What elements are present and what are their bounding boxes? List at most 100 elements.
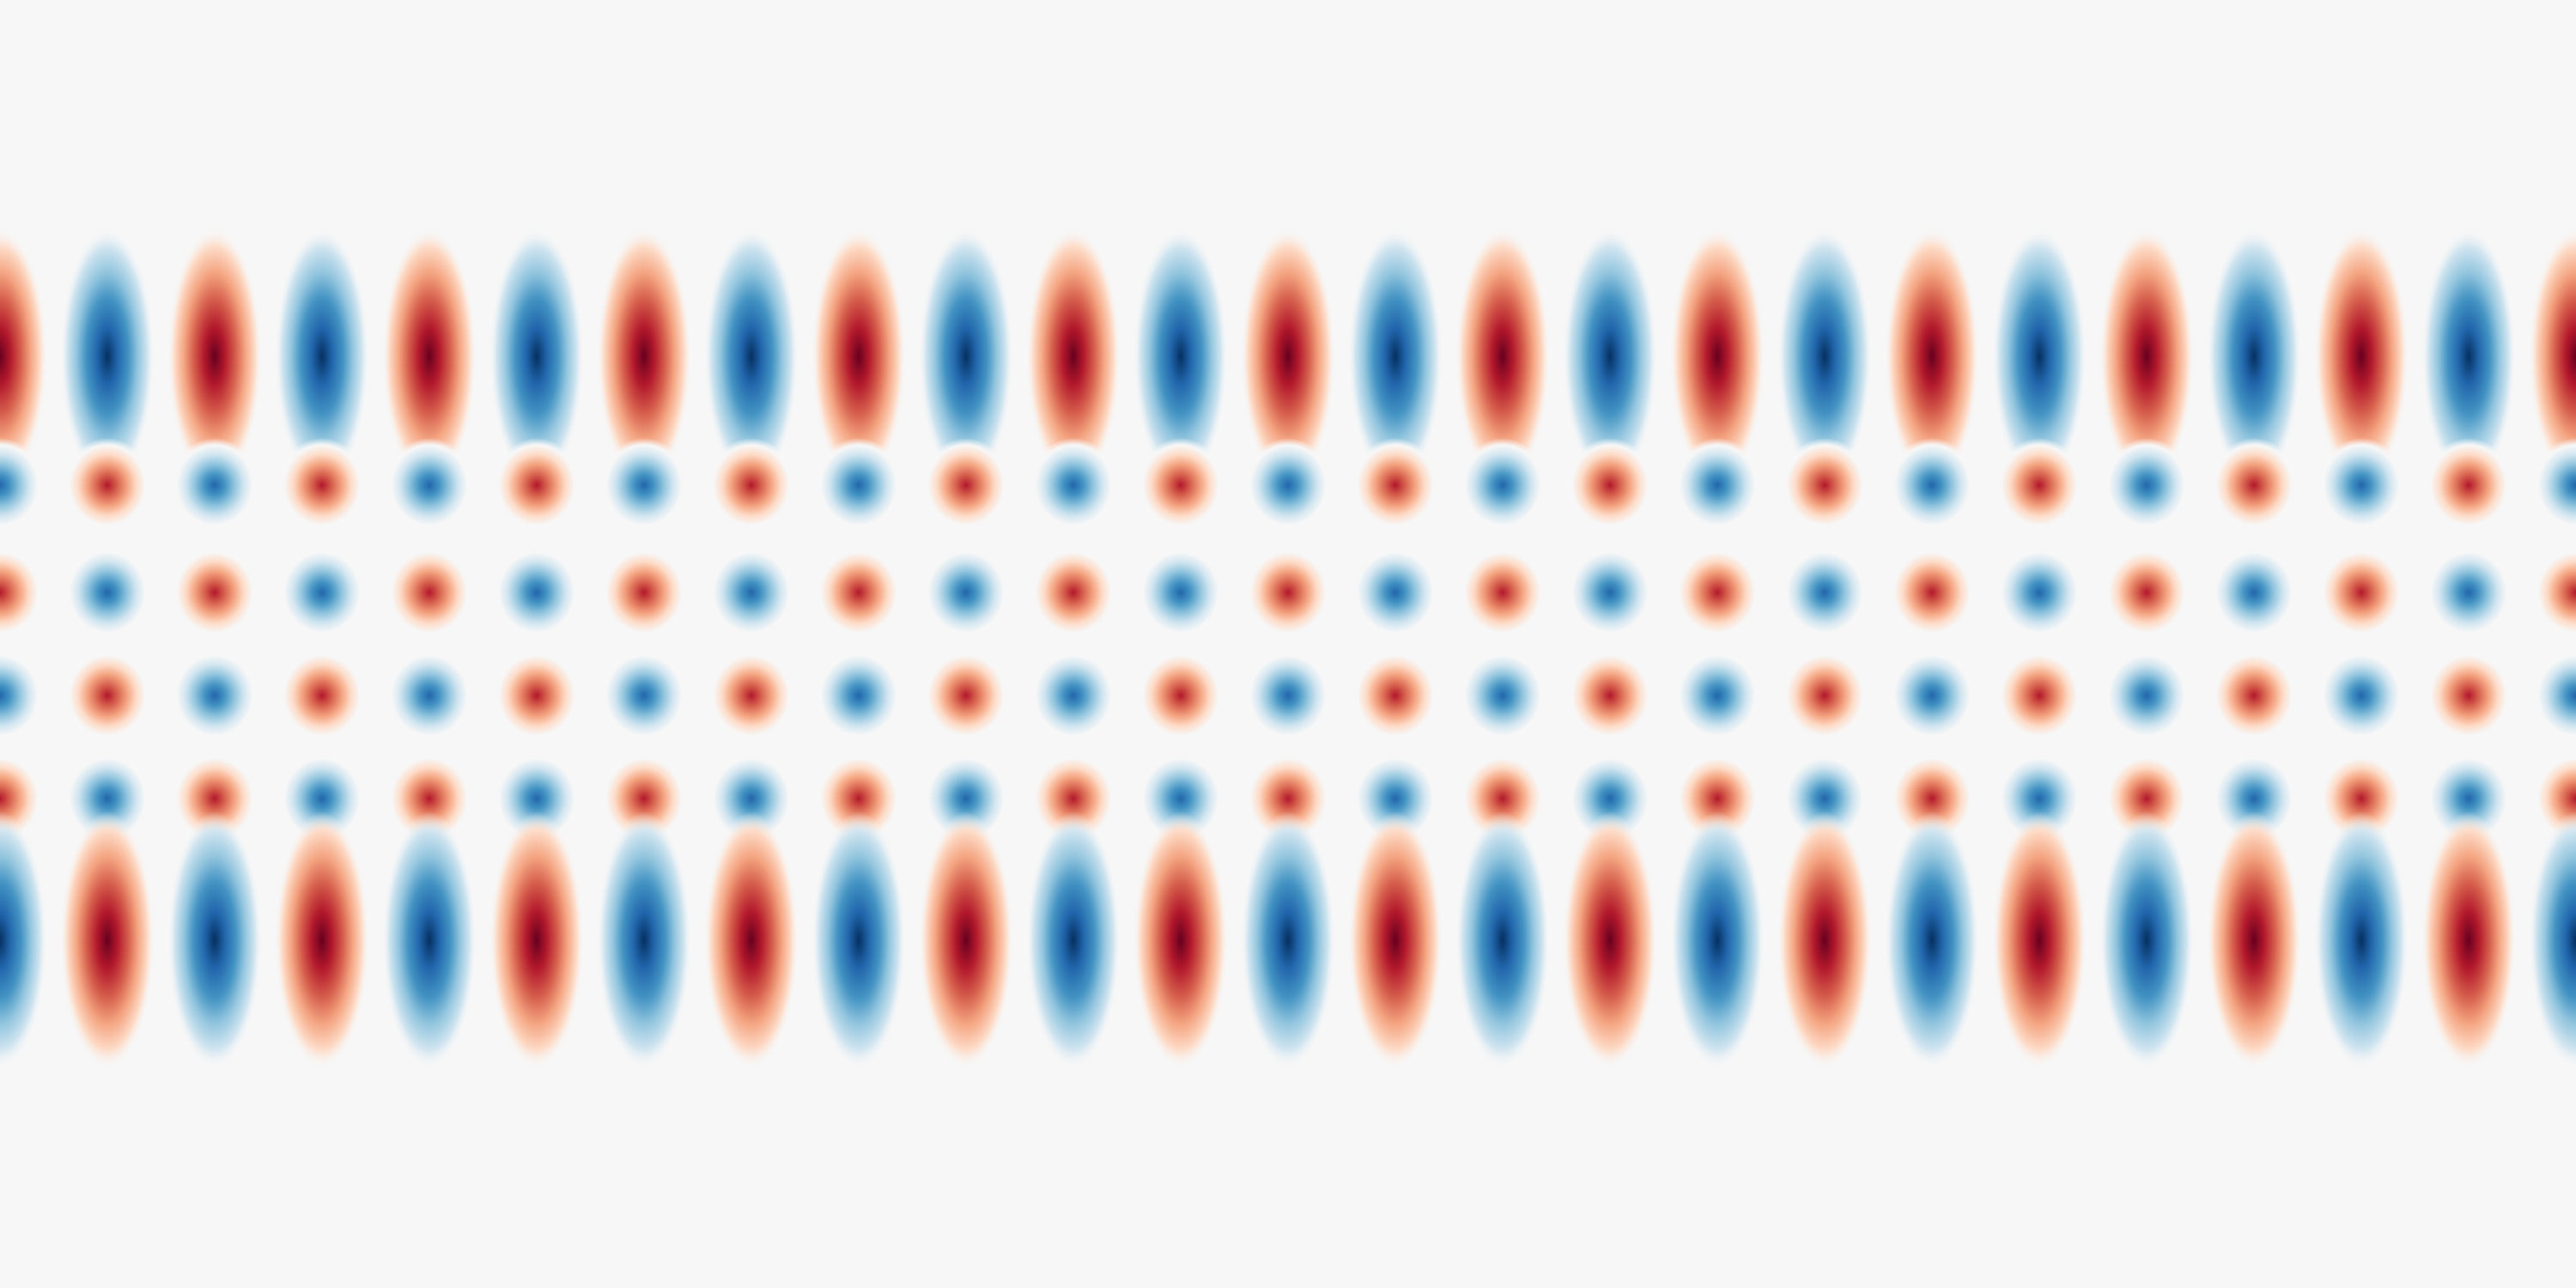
negative-blob: [599, 438, 689, 532]
negative-blob: [1351, 545, 1440, 640]
positive-blob: [2531, 545, 2576, 640]
negative-blob: [382, 811, 477, 1069]
negative-blob: [1887, 648, 1977, 743]
positive-blob: [1241, 228, 1335, 485]
negative-blob: [2209, 545, 2299, 640]
negative-blob: [1565, 545, 1655, 640]
positive-blob: [2102, 751, 2191, 846]
positive-blob: [1995, 438, 2084, 532]
positive-blob: [2529, 228, 2576, 485]
positive-blob: [382, 228, 477, 485]
positive-blob: [1351, 438, 1440, 532]
positive-blob: [170, 545, 259, 640]
negative-blob: [0, 648, 45, 743]
positive-blob: [1455, 228, 1550, 485]
negative-blob: [1780, 545, 1869, 640]
negative-blob: [1029, 648, 1118, 743]
positive-blob: [1885, 228, 1979, 485]
positive-blob: [1243, 751, 1333, 846]
negative-blob: [489, 228, 584, 485]
positive-blob: [1458, 751, 1547, 846]
positive-blob: [1136, 648, 1225, 743]
negative-blob: [2102, 648, 2191, 743]
negative-blob: [1565, 751, 1655, 846]
negative-blob: [2102, 438, 2191, 532]
negative-blob: [2531, 438, 2576, 532]
positive-blob: [60, 811, 155, 1069]
negative-blob: [2531, 648, 2576, 743]
positive-blob: [2209, 438, 2299, 532]
negative-blob: [2424, 545, 2513, 640]
positive-blob: [2099, 228, 2194, 485]
negative-blob: [492, 751, 581, 846]
positive-blob: [1887, 751, 1977, 846]
positive-blob: [2314, 228, 2409, 485]
positive-blob: [1780, 438, 1869, 532]
negative-blob: [0, 811, 47, 1069]
negative-blob: [2317, 648, 2406, 743]
negative-blob: [1351, 751, 1440, 846]
negative-blob: [1026, 811, 1121, 1069]
positive-blob: [1992, 811, 2087, 1069]
positive-blob: [170, 751, 259, 846]
positive-blob: [167, 228, 262, 485]
negative-blob: [2314, 811, 2409, 1069]
negative-blob: [167, 811, 262, 1069]
negative-blob: [921, 751, 1011, 846]
negative-blob: [492, 545, 581, 640]
positive-blob: [1133, 811, 1228, 1069]
blob-layer: [0, 228, 2576, 1069]
negative-blob: [170, 648, 259, 743]
negative-blob: [63, 545, 152, 640]
positive-blob: [1887, 545, 1977, 640]
positive-blob: [704, 811, 799, 1069]
positive-blob: [63, 648, 152, 743]
positive-blob: [0, 228, 47, 485]
negative-blob: [277, 751, 367, 846]
positive-blob: [2209, 648, 2299, 743]
positive-blob: [1780, 648, 1869, 743]
positive-blob: [599, 751, 689, 846]
negative-blob: [1780, 751, 1869, 846]
positive-blob: [1029, 545, 1118, 640]
positive-blob: [277, 648, 367, 743]
negative-blob: [1885, 811, 1979, 1069]
negative-blob: [1670, 811, 1765, 1069]
negative-blob: [1673, 438, 1762, 532]
negative-blob: [704, 228, 799, 485]
positive-blob: [1351, 648, 1440, 743]
negative-blob: [2207, 228, 2301, 485]
negative-blob: [1992, 228, 2087, 485]
negative-blob: [2317, 438, 2406, 532]
positive-blob: [1777, 811, 1872, 1069]
positive-blob: [919, 811, 1013, 1069]
positive-blob: [1565, 438, 1655, 532]
negative-blob: [275, 228, 369, 485]
negative-blob: [170, 438, 259, 532]
negative-blob: [811, 811, 906, 1069]
negative-blob: [1243, 648, 1333, 743]
positive-blob: [1673, 751, 1762, 846]
negative-blob: [921, 545, 1011, 640]
positive-blob: [1563, 811, 1657, 1069]
positive-blob: [385, 545, 474, 640]
positive-blob: [1029, 751, 1118, 846]
negative-blob: [599, 648, 689, 743]
positive-blob: [1670, 228, 1765, 485]
positive-blob: [814, 545, 903, 640]
negative-blob: [707, 751, 796, 846]
negative-blob: [1887, 438, 1977, 532]
negative-blob: [385, 648, 474, 743]
positive-blob: [2424, 438, 2513, 532]
negative-blob: [1995, 545, 2084, 640]
positive-blob: [599, 545, 689, 640]
negative-blob: [1458, 438, 1547, 532]
positive-blob: [1458, 545, 1547, 640]
positive-blob: [814, 751, 903, 846]
negative-blob: [1458, 648, 1547, 743]
negative-blob: [1777, 228, 1872, 485]
negative-blob: [597, 811, 691, 1069]
positive-blob: [2424, 648, 2513, 743]
